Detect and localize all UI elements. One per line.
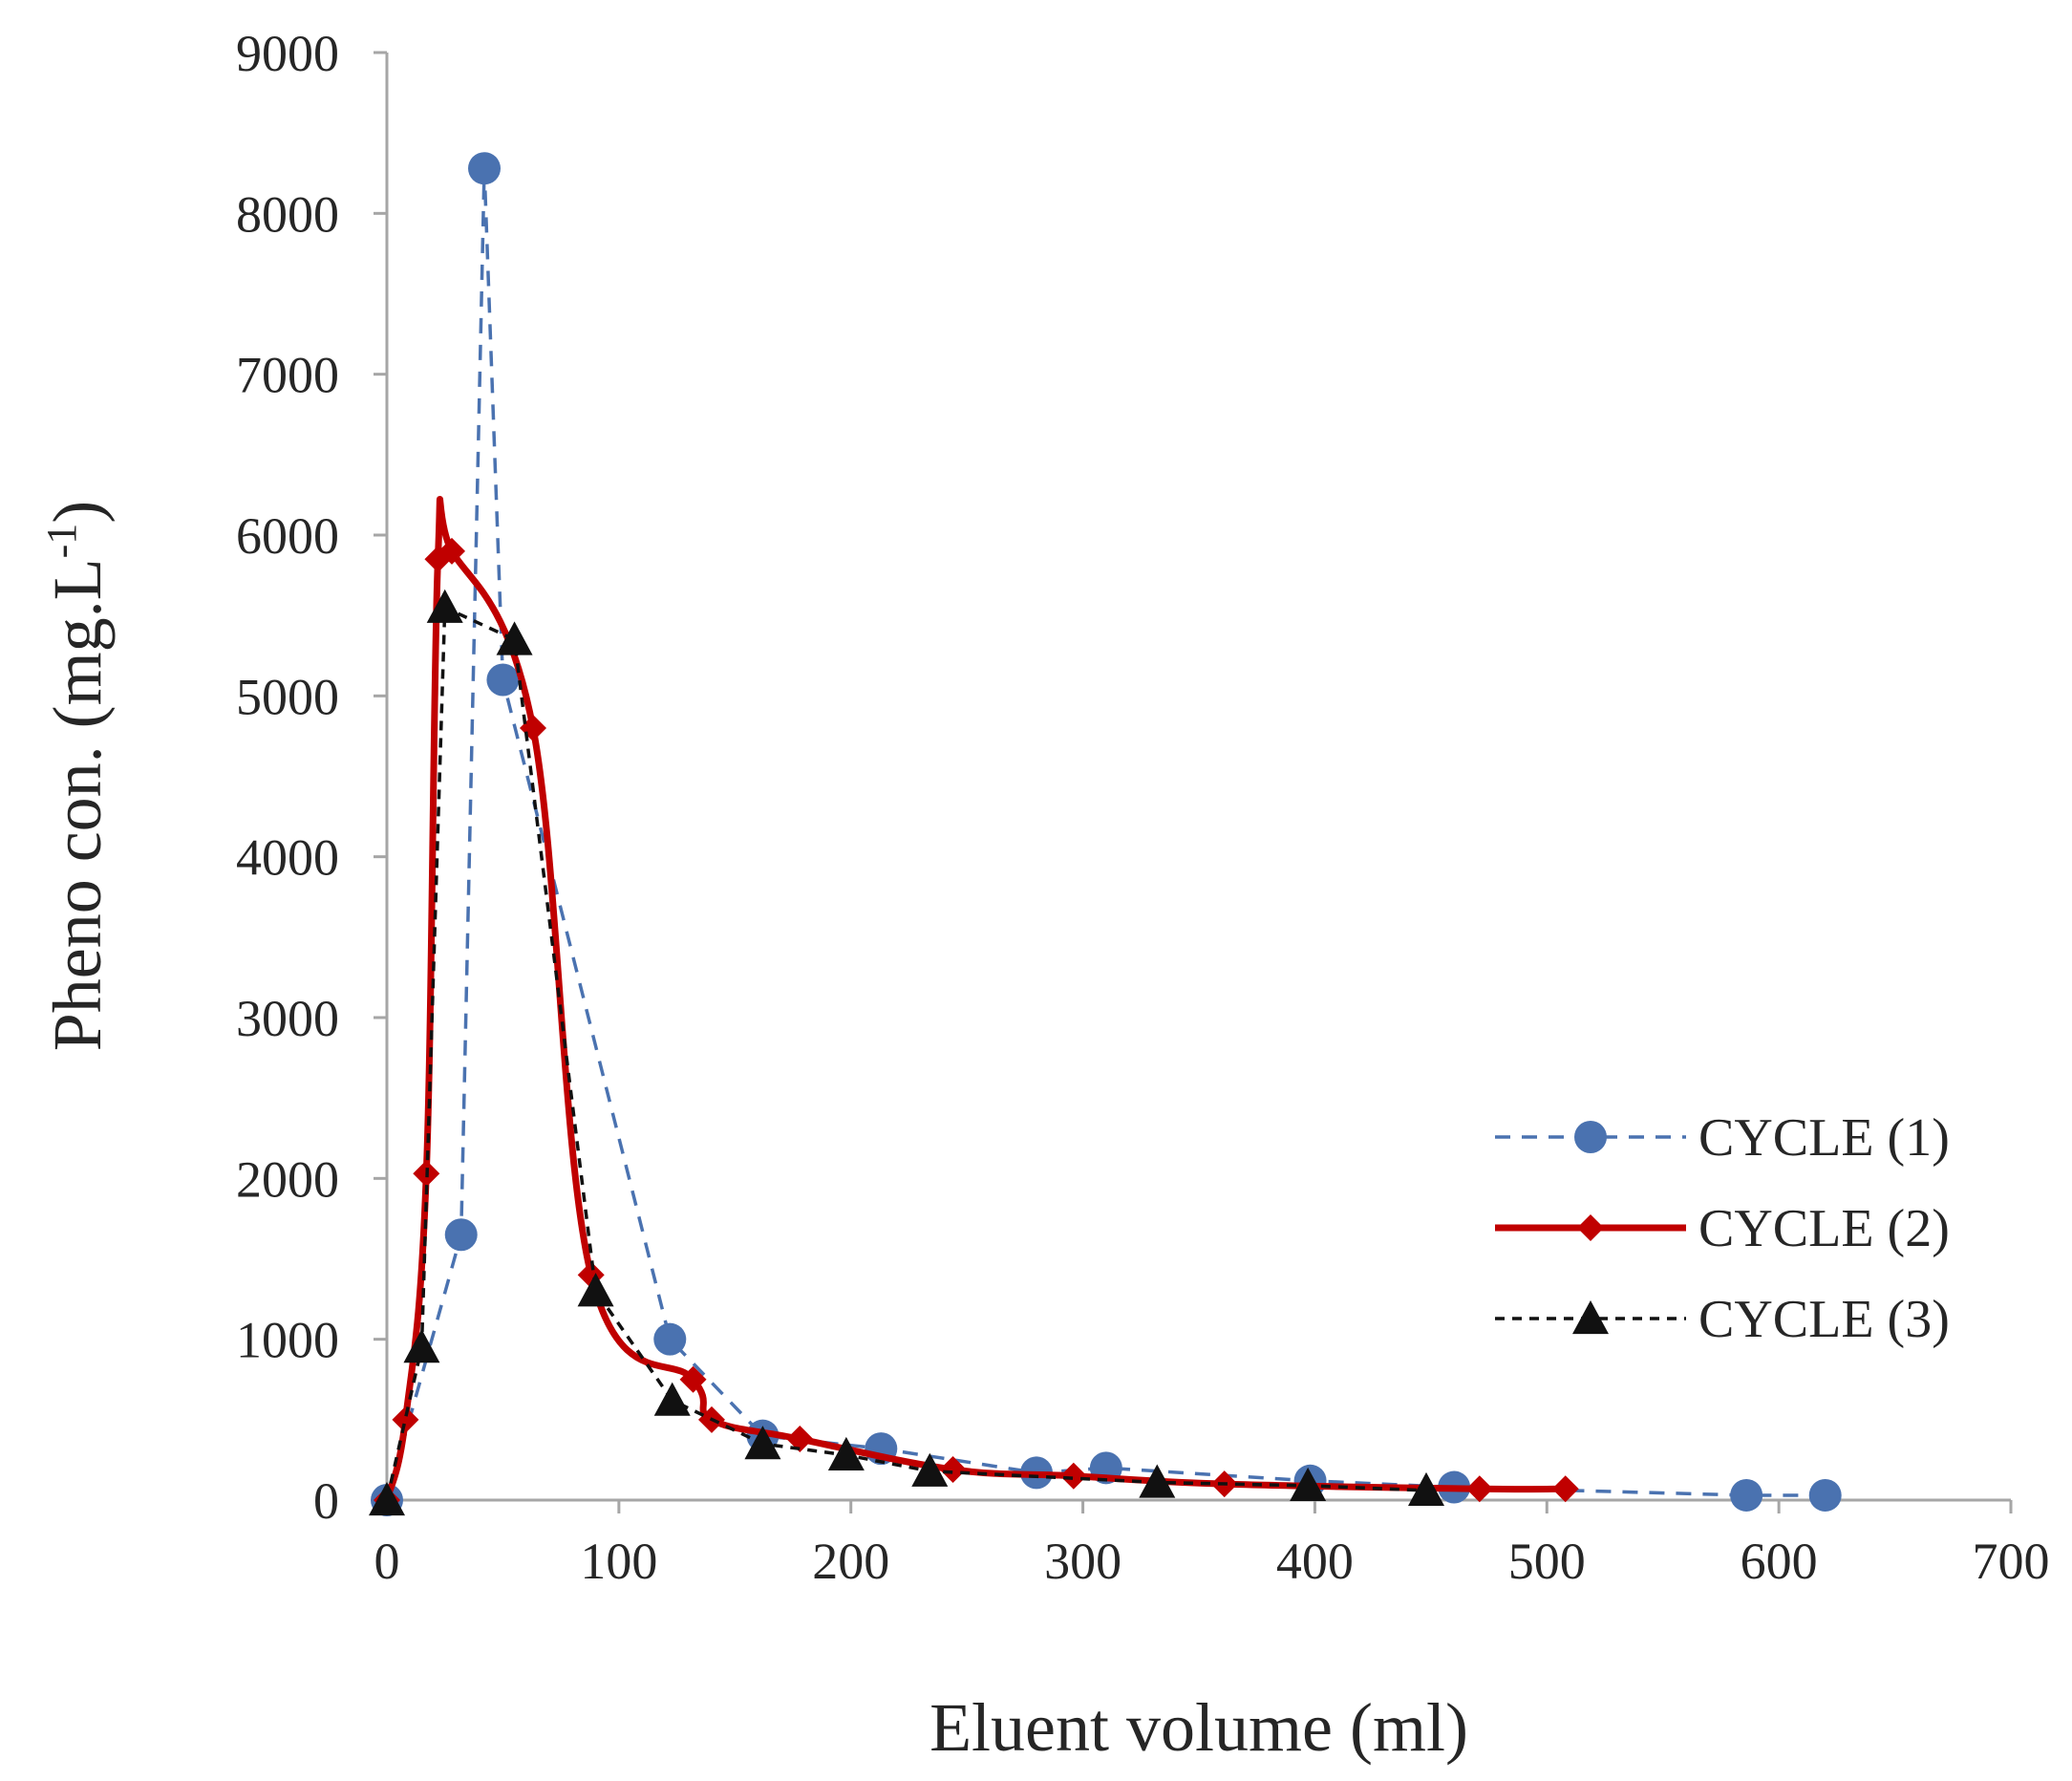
data-point (1465, 1475, 1493, 1503)
x-tick-label: 500 (1508, 1533, 1586, 1590)
y-axis-title-sup: -1 (38, 524, 85, 559)
y-tick-label: 7000 (236, 347, 339, 404)
data-point (653, 1382, 691, 1416)
x-tick-label: 100 (580, 1533, 657, 1590)
series-3 (369, 589, 1444, 1516)
series-line (385, 606, 1427, 1501)
data-point (939, 1456, 967, 1484)
legend-item: CYCLE (2) (1495, 1199, 1950, 1258)
x-tick-label: 200 (812, 1533, 889, 1590)
y-axis-title: Pheno con. (mg.L-1) (38, 501, 116, 1052)
y-tick-label: 8000 (236, 185, 339, 243)
legend-marker (1574, 1121, 1607, 1153)
legend-label: CYCLE (1) (1698, 1108, 1950, 1168)
data-point (426, 589, 463, 623)
data-point (403, 1329, 440, 1363)
data-point (827, 1436, 865, 1471)
data-point (369, 1482, 405, 1516)
data-point (468, 152, 501, 185)
series-line (383, 496, 1566, 1501)
y-axis-title-main: Pheno con. (mg.L (39, 558, 116, 1051)
data-point (679, 1365, 707, 1393)
series-2 (374, 496, 1579, 1513)
data-point (392, 1405, 419, 1433)
data-point (577, 1273, 614, 1307)
data-point (1730, 1478, 1763, 1512)
legend-item: CYCLE (3) (1495, 1290, 1950, 1349)
data-point (438, 537, 465, 565)
y-tick-label: 0 (313, 1472, 339, 1530)
x-tick-label: 400 (1276, 1533, 1354, 1590)
y-tick-label: 3000 (236, 990, 339, 1047)
y-tick-label: 4000 (236, 829, 339, 887)
legend-item: CYCLE (1) (1495, 1108, 1950, 1168)
legend-marker (1577, 1214, 1604, 1241)
series-layer (369, 152, 1842, 1516)
legend-marker (1572, 1300, 1609, 1335)
y-tick-label: 1000 (236, 1312, 339, 1369)
x-tick-label: 600 (1741, 1533, 1818, 1590)
x-tick-label: 700 (1973, 1533, 2050, 1590)
x-axis-title: Eluent volume (ml) (929, 1689, 1468, 1766)
tick-labels: 0 100 200 300 400 500 600 700010002000300040005… (236, 25, 2050, 1590)
y-tick-label: 9000 (236, 25, 339, 82)
data-point (1059, 1462, 1087, 1490)
series-1 (371, 152, 1842, 1516)
legend: CYCLE (1) CYCLE (2) CYCLE (3) (1495, 1108, 1950, 1349)
y-tick-label: 6000 (236, 507, 339, 565)
data-point (444, 1218, 478, 1252)
data-point (744, 1426, 781, 1460)
y-axis-title-close: ) (39, 501, 116, 524)
legend-label: CYCLE (2) (1698, 1199, 1950, 1258)
data-point (1808, 1478, 1842, 1512)
y-tick-label: 2000 (236, 1150, 339, 1208)
y-tick-label: 5000 (236, 668, 339, 725)
data-point (1551, 1475, 1579, 1503)
legend-label: CYCLE (3) (1698, 1290, 1950, 1349)
data-point (1139, 1464, 1176, 1498)
x-tick-label: 0 (374, 1533, 400, 1590)
axes (385, 53, 2011, 1502)
data-point (1408, 1471, 1444, 1507)
data-point (911, 1452, 949, 1487)
data-point (486, 663, 520, 697)
data-point (1290, 1467, 1327, 1501)
data-point (496, 621, 533, 655)
x-tick-label: 300 (1044, 1533, 1121, 1590)
data-point (786, 1426, 814, 1453)
data-point (653, 1322, 687, 1356)
